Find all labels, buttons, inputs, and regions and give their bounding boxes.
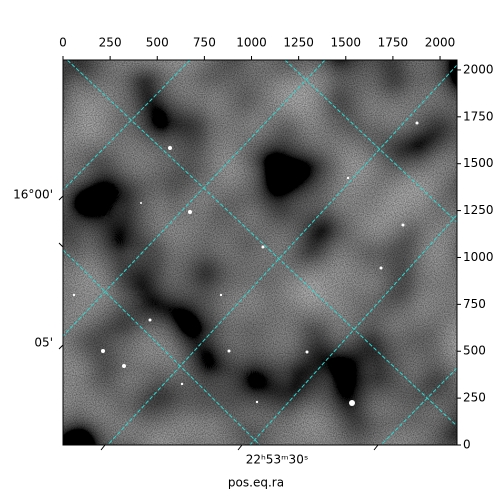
- x-tick-label: 1000: [236, 36, 267, 50]
- y-tick-label: 500: [463, 344, 486, 358]
- y-tick-label: 0: [463, 438, 471, 452]
- x-tick-label: 750: [193, 36, 216, 50]
- y-tick-label: 2000: [463, 62, 494, 76]
- y-tick-label: 1250: [463, 203, 494, 217]
- x-tick-label: 1250: [283, 36, 314, 50]
- sky-image: [63, 60, 457, 445]
- x-axis-label: pos.eq.ra: [228, 476, 284, 490]
- plot-frame: [62, 59, 458, 446]
- world-y-tick-label: 05': [34, 336, 53, 350]
- y-tick-label: 250: [463, 391, 486, 405]
- y-tick-label: 750: [463, 297, 486, 311]
- y-tick-label: 1750: [463, 109, 494, 123]
- world-x-tick-label: 22ʰ53ᵐ30ˢ: [246, 453, 309, 467]
- world-y-tick-label: 16°00': [13, 188, 53, 202]
- y-tick-label: 1500: [463, 156, 494, 170]
- x-tick-label: 1500: [331, 36, 362, 50]
- wcs-grid: [63, 60, 457, 445]
- y-tick-label: 1000: [463, 250, 494, 264]
- x-tick-label: 2000: [425, 36, 456, 50]
- x-tick-label: 500: [146, 36, 169, 50]
- x-tick-label: 0: [59, 36, 67, 50]
- world-tick-marks: [58, 195, 379, 451]
- x-tick-label: 1750: [378, 36, 409, 50]
- x-tick-label: 250: [99, 36, 122, 50]
